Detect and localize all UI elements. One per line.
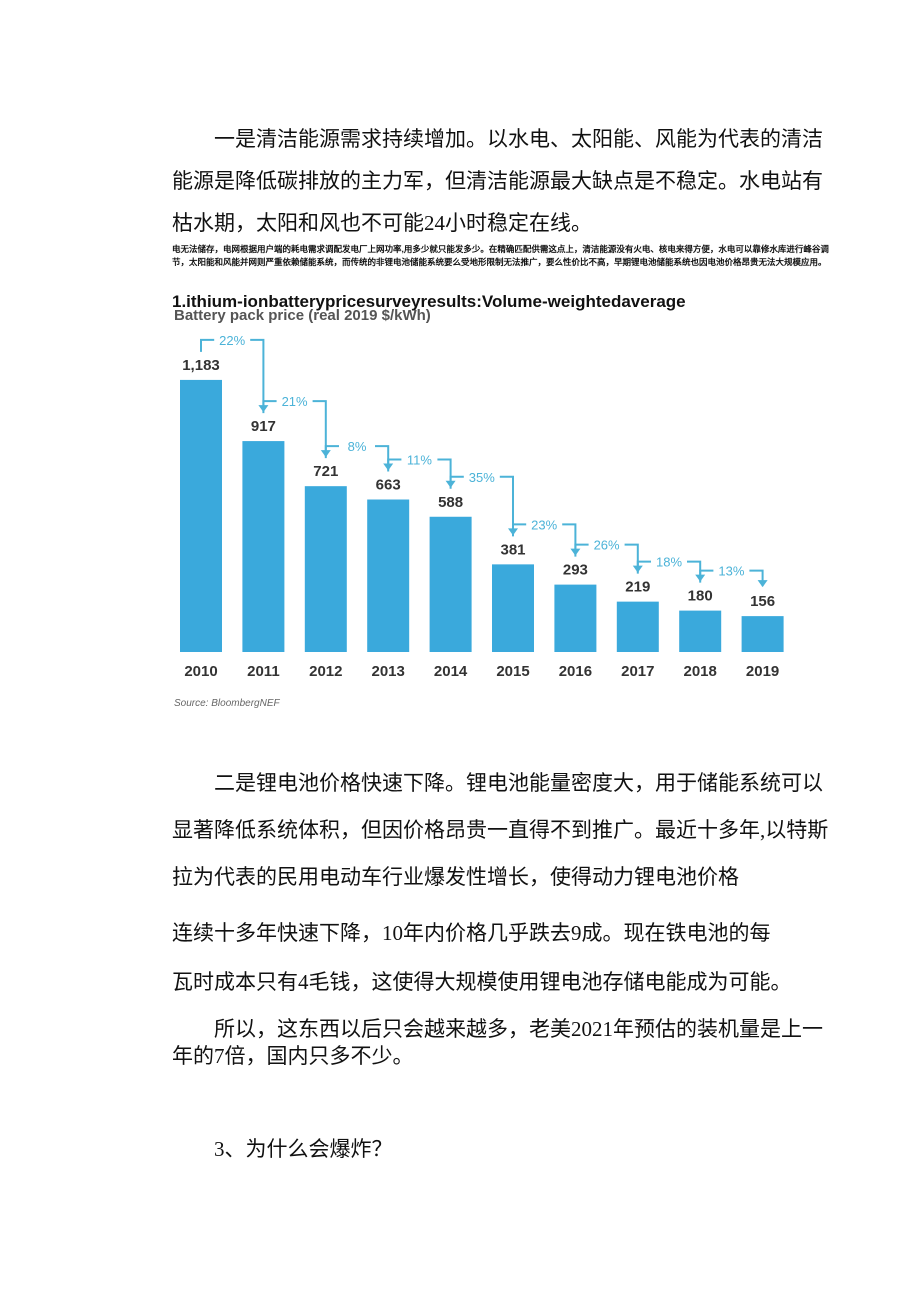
change-label: 18%	[656, 555, 682, 570]
change-label: 21%	[282, 394, 308, 409]
x-tick-label: 2017	[621, 663, 654, 680]
change-label: 26%	[594, 538, 620, 553]
heading: 3、为什么会爆炸？	[214, 1137, 393, 1161]
bar	[429, 516, 472, 652]
change-label: 22%	[219, 333, 245, 348]
paragraph: 连续十多年快速下降，10年内价格几乎跌去9成。现在铁电池的每	[172, 921, 771, 945]
x-tick-label: 2015	[496, 663, 529, 680]
change-label-bg	[214, 331, 251, 348]
change-label: 8%	[348, 439, 367, 454]
arrow-head	[757, 580, 768, 588]
note: 电无法储存，电网根据用户端的耗电需求调配发电厂上网功率,用多少就只能发多少。在精…	[172, 244, 829, 267]
change-label: 13%	[718, 564, 744, 579]
value-label: 663	[376, 477, 401, 494]
change-label-bg	[651, 553, 687, 570]
change-label-bg	[276, 393, 313, 410]
change-label-bg	[339, 438, 375, 455]
bar	[679, 610, 722, 652]
value-label: 721	[313, 463, 338, 480]
paragraph: 所以，这东西以后只会越来越多，老美2021年预估的装机量是上一年的7倍，国内只多…	[172, 1017, 823, 1068]
value-label: 1,183	[182, 357, 220, 374]
x-tick-label: 2010	[184, 663, 217, 680]
bar	[180, 379, 222, 652]
bar	[242, 441, 285, 652]
change-label-bg	[713, 562, 750, 579]
change-label: 23%	[531, 517, 557, 532]
change-label: 35%	[469, 470, 495, 485]
x-tick-label: 2016	[559, 663, 592, 680]
bar	[367, 499, 410, 652]
value-label: 917	[251, 418, 276, 435]
bar	[616, 601, 659, 652]
value-label: 293	[563, 562, 588, 579]
change-label-bg	[588, 536, 625, 553]
bar	[304, 486, 347, 652]
chart-source: Source: BloombergNEF	[174, 698, 280, 709]
value-label: 219	[625, 579, 650, 596]
value-label: 588	[438, 494, 463, 511]
paragraph: 一是清洁能源需求持续增加。以水电、太阳能、风能为代表的清洁能源是降低碳排放的主力…	[172, 127, 823, 235]
value-label: 180	[688, 588, 713, 605]
change-label: 11%	[407, 453, 432, 468]
change-label-bg	[401, 451, 438, 468]
x-tick-label: 2013	[372, 663, 405, 680]
bar	[741, 616, 784, 652]
chart: Battery pack price (real 2019 $/kWh) Sou…	[174, 307, 784, 709]
value-label: 156	[750, 593, 775, 610]
value-label: 381	[500, 541, 525, 558]
bar	[492, 564, 534, 652]
x-tick-label: 2012	[309, 663, 342, 680]
x-tick-label: 2011	[247, 663, 280, 680]
paragraph: 二是锂电池价格快速下降。锂电池能量密度大，用于储能系统可以显著降低系统体积，但因…	[172, 771, 829, 889]
x-tick-label: 2019	[746, 663, 779, 680]
change-label-bg	[526, 516, 563, 533]
paragraph: 瓦时成本只有4毛钱，这使得大规模使用锂电池存储电能成为可能。	[172, 970, 792, 994]
chart-heading: 1.ithium-ionbatterypricesurveyresults:Vo…	[172, 292, 686, 311]
bar	[554, 584, 597, 652]
x-tick-label: 2014	[434, 663, 468, 680]
change-label-bg	[463, 468, 500, 485]
chart-subtitle: Battery pack price (real 2019 $/kWh)	[174, 307, 431, 324]
x-tick-label: 2018	[684, 663, 717, 680]
